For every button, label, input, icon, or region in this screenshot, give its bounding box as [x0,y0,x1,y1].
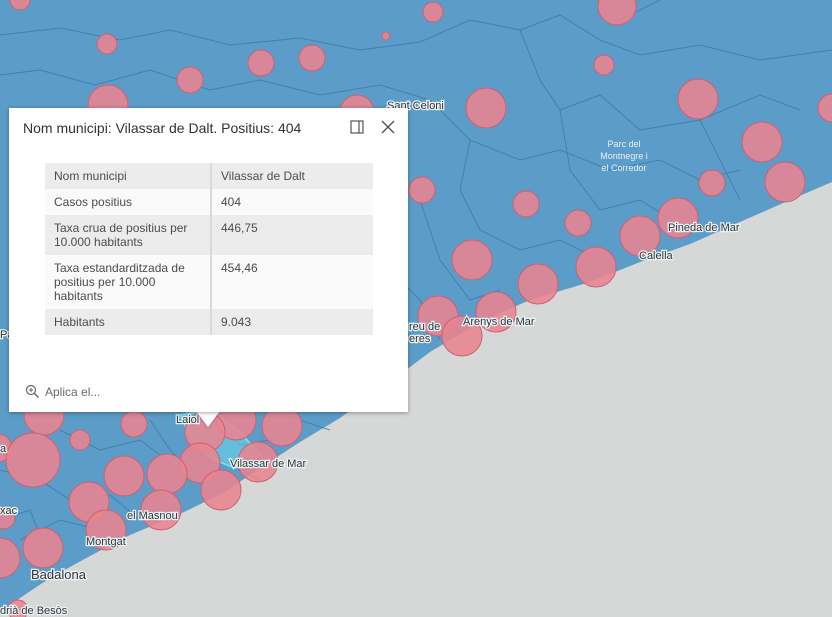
label-arenys: Arenys de Mar [463,316,535,328]
bubble [764,161,806,203]
bubble [475,291,517,333]
table-row: Taxa crua de positius per 10.000 habitan… [45,215,373,255]
bubble [146,453,188,495]
zoom-to-label: Aplica el... [45,384,101,399]
bubble [593,54,615,76]
label-pineda: Pineda de Mar [668,222,740,234]
bubble [575,246,617,288]
bubble [261,405,303,447]
zoom-to-action[interactable]: Aplica el... [25,384,100,399]
attribute-value: 404 [211,189,373,215]
bubble [200,469,242,511]
bubble [96,33,118,55]
attribute-value: 446,75 [211,215,373,255]
attribute-key: Taxa crua de positius per 10.000 habitan… [45,215,212,255]
popup-title: Nom municipi: Vilassar de Dalt. Positius… [23,120,302,136]
bubble [422,1,444,23]
table-row: Nom municipi Vilassar de Dalt [45,163,373,189]
close-button[interactable] [380,119,396,135]
bubble [22,527,64,569]
bubble [408,176,436,204]
dock-button[interactable] [350,120,364,134]
bubble [247,49,275,77]
label-badalona: Badalona [31,567,87,582]
bubble [69,429,91,451]
bubble [140,489,182,531]
bubble [741,121,783,163]
bubble [698,169,726,197]
attribute-key: Habitants [45,309,212,335]
bubble [381,31,391,41]
label-vilassar-mar: Vilassar de Mar [230,458,307,470]
attribute-value: 9.043 [211,309,373,335]
attribute-table: Nom municipi Vilassar de Dalt Casos posi… [45,163,373,335]
label-calella: Calella [639,250,674,262]
label-parc-1: Parc del [607,139,640,149]
bubble [517,263,559,305]
label-canet-2: eres [409,333,431,345]
bubble [441,315,483,357]
label-partial-a: a [0,443,7,455]
bubble [0,537,21,579]
bubble [120,410,148,438]
bubble [512,190,540,218]
label-montgat: Montgat [86,536,126,548]
zoom-to-icon [25,384,39,398]
place-labels: Sant Celoni Parc del Montnegre i el Corr… [0,99,741,617]
dock-icon [350,120,364,134]
bubble [619,215,661,257]
bubble [176,66,204,94]
label-parc-3: el Corredor [601,163,646,173]
label-partial-xac: xac [0,505,18,517]
table-row: Casos positius 404 [45,189,373,215]
bubble [677,78,719,120]
bubble [0,506,16,530]
label-partial-laiol: Laiol [176,414,199,426]
label-parc-2: Montnegre i [600,151,648,161]
popup-pointer [196,411,220,427]
bubble [85,509,127,551]
bubble [817,93,832,123]
label-masnou: el Masnou [127,510,178,522]
attribute-value: Vilassar de Dalt [211,163,373,189]
bubble [465,87,507,129]
bubble [5,432,61,488]
bubble [9,0,31,11]
bubble [564,209,592,237]
table-row: Habitants 9.043 [45,309,373,335]
feature-popup: Nom municipi: Vilassar de Dalt. Positius… [9,108,408,412]
attribute-key: Taxa estandarditzada de positius per 10.… [45,255,212,309]
bubble [451,239,493,281]
bubble [298,44,326,72]
bubble [7,599,29,617]
table-row: Taxa estandarditzada de positius per 10.… [45,255,373,309]
attribute-key: Nom municipi [45,163,212,189]
bubble [237,441,279,483]
label-canet-1: reu de [409,321,440,333]
close-icon [381,120,395,134]
bubble [597,0,637,26]
attribute-key: Casos positius [45,189,212,215]
label-sant-adria: drià de Besòs [0,605,68,617]
attribute-value: 454,46 [211,255,373,309]
bubble [103,455,145,497]
bubble [657,197,699,239]
